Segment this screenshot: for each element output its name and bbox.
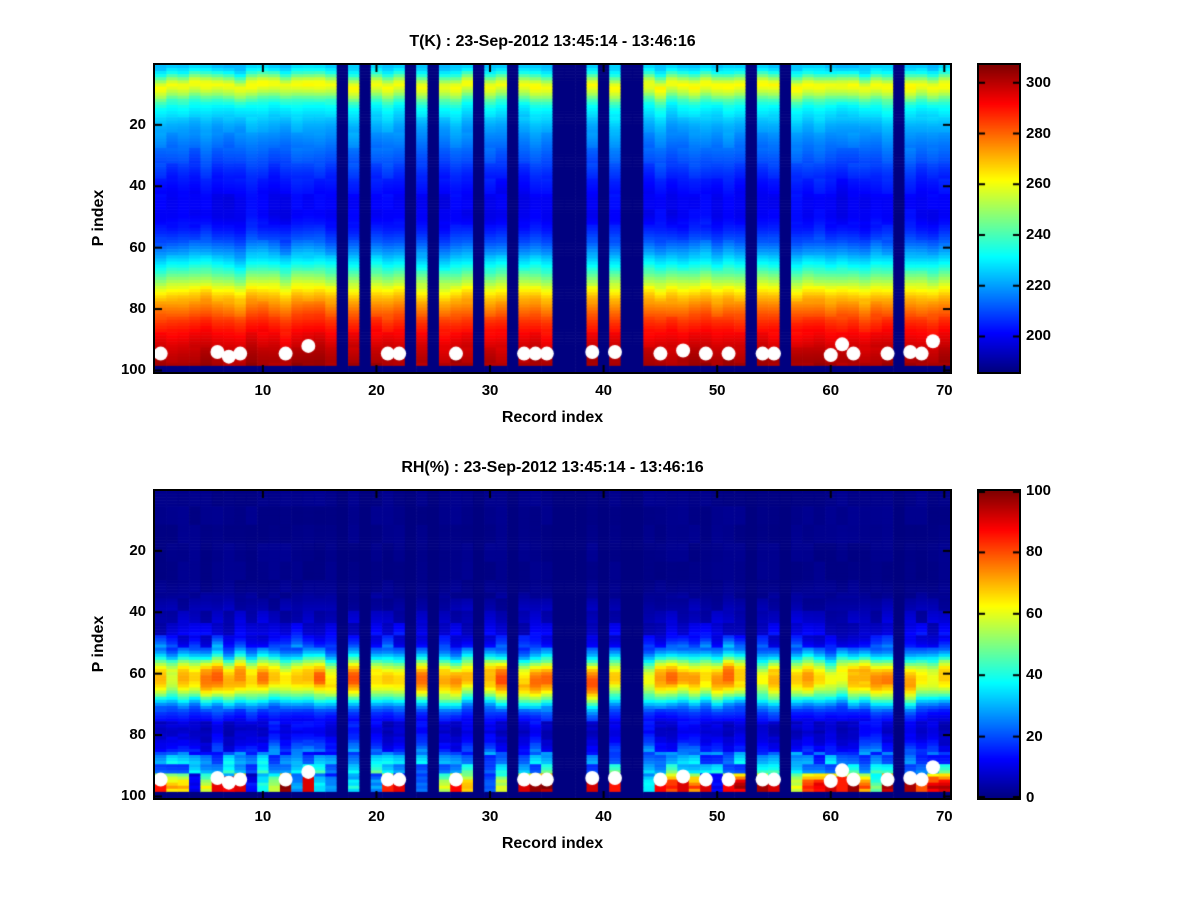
humidity-colorbar <box>979 491 1019 798</box>
colorbar-tick-label: 280 <box>1026 124 1052 142</box>
y-tick-label: 40 <box>129 603 146 621</box>
x-tick-label: 60 <box>822 382 840 399</box>
colorbar-tick-label: 0 <box>1026 789 1035 806</box>
colorbar-tick-label: 80 <box>1026 543 1043 561</box>
humidity-heatmap <box>155 491 950 798</box>
colorbar-tick-label: 60 <box>1026 604 1043 622</box>
x-tick-label: 30 <box>481 382 499 399</box>
y-tick-label: 60 <box>129 238 146 256</box>
y-tick-label: 100 <box>120 787 146 805</box>
colorbar-tick-label: 240 <box>1026 225 1052 243</box>
temperature-colorbar <box>979 65 1019 372</box>
colorbar-tick-label: 200 <box>1026 327 1052 345</box>
temperature-x-axis-label: Record index <box>501 409 604 426</box>
x-tick-label: 40 <box>595 382 612 399</box>
x-tick-label: 10 <box>254 382 272 399</box>
y-tick-label: 80 <box>129 300 146 318</box>
colorbar-tick-label: 220 <box>1026 276 1052 294</box>
colorbar-tick-label: 300 <box>1026 73 1052 91</box>
x-tick-label: 20 <box>368 808 385 825</box>
y-tick-label: 60 <box>129 664 146 682</box>
y-tick-label: 80 <box>129 726 146 744</box>
y-tick-label: 20 <box>129 115 146 133</box>
x-tick-label: 30 <box>481 808 499 825</box>
x-tick-label: 70 <box>935 808 953 825</box>
humidity-plot-title: RH(%) : 23-Sep-2012 13:45:14 - 13:46:16 <box>401 459 704 476</box>
colorbar-tick-label: 40 <box>1026 666 1043 684</box>
temperature-heatmap <box>155 65 950 372</box>
humidity-x-axis-label: Record index <box>501 835 604 852</box>
x-tick-label: 60 <box>822 808 840 825</box>
y-tick-label: 100 <box>120 361 146 379</box>
temperature-plot-title: T(K) : 23-Sep-2012 13:45:14 - 13:46:16 <box>409 33 696 50</box>
y-tick-label: 40 <box>129 177 146 195</box>
x-tick-label: 10 <box>254 808 272 825</box>
colorbar-tick-label: 100 <box>1026 482 1052 499</box>
x-tick-label: 50 <box>708 382 726 399</box>
y-tick-label: 20 <box>129 541 146 559</box>
x-tick-label: 20 <box>368 382 385 399</box>
x-tick-label: 70 <box>935 382 953 399</box>
colorbar-tick-label: 260 <box>1026 175 1052 193</box>
x-tick-label: 50 <box>708 808 726 825</box>
colorbar-tick-label: 20 <box>1026 727 1043 745</box>
x-tick-label: 40 <box>595 808 612 825</box>
